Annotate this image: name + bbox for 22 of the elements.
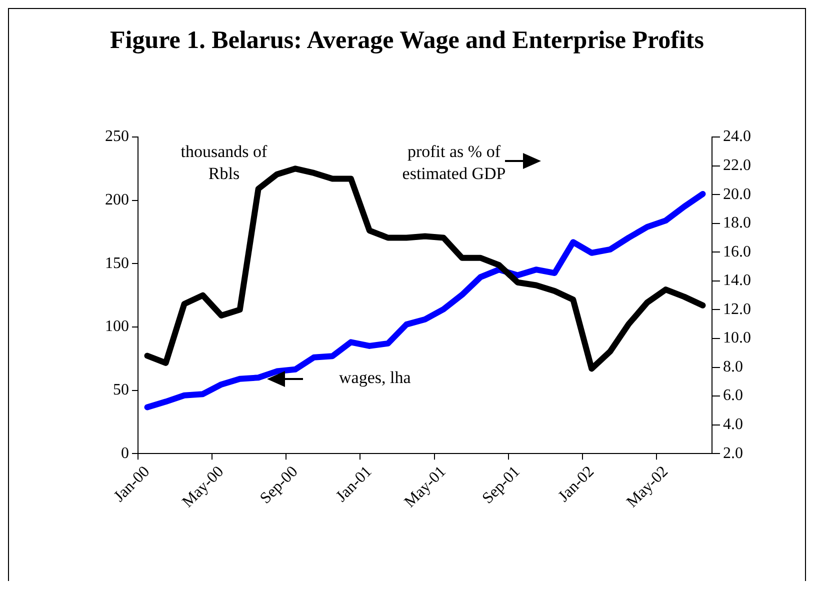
y-tick-label: 250 [105, 128, 129, 146]
y2-tick-label: 16.0 [723, 243, 751, 260]
y2-tick-label: 20.0 [723, 186, 751, 203]
annotation: thousands of Rbls [180, 141, 268, 185]
y-tick-label: 200 [105, 192, 129, 209]
y-tick-label: 0 [121, 444, 129, 462]
y2-tick-label: 8.0 [723, 358, 743, 376]
y2-tick-label: 12.0 [723, 300, 751, 318]
y2-tick-label: 24.0 [723, 128, 751, 146]
y2-tick-label: 18.0 [723, 214, 751, 232]
annotation: wages, lha [339, 367, 412, 389]
y2-tick-label: 22.0 [723, 156, 751, 174]
y2-tick-label: 6.0 [723, 387, 743, 404]
annotation: profit as % of estimated GDP [401, 141, 507, 185]
y-tick-label: 50 [113, 381, 129, 398]
y2-tick-label: 10.0 [723, 330, 751, 347]
chart-title: Figure 1. Belarus: Average Wage and Enterprise Profits [109, 27, 705, 55]
y2-tick-label: 14.0 [723, 272, 751, 290]
y-tick-label: 150 [105, 254, 129, 272]
y-tick-label: 100 [105, 318, 129, 336]
y2-tick-label: 2.0 [723, 444, 743, 462]
y2-tick-label: 4.0 [723, 416, 743, 434]
